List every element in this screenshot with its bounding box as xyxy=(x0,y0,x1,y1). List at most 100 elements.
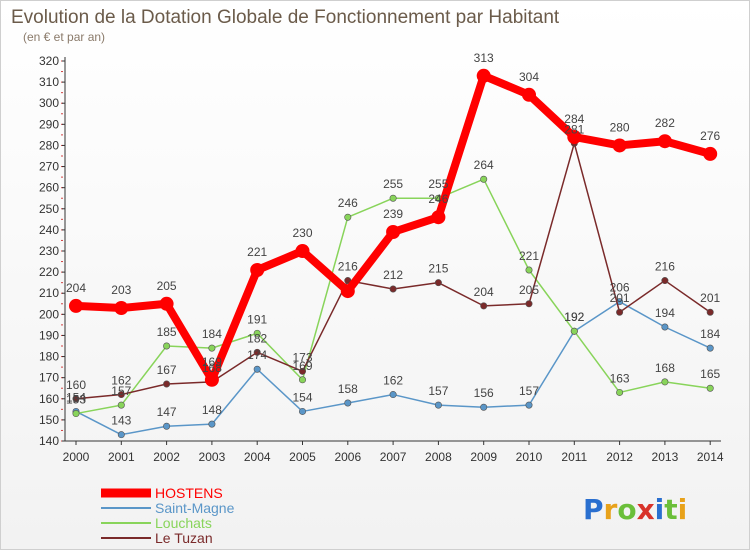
logo-letter: r xyxy=(604,493,618,526)
data-labels: 204 203 205 169 221 230 239 246 313 304 284 280 282 2… xyxy=(66,51,721,428)
data-label: 239 xyxy=(383,207,403,221)
y-tick-label: 160 xyxy=(39,392,59,406)
data-label: 163 xyxy=(610,371,630,385)
x-tick-label: 2000 xyxy=(63,450,90,464)
x-tick-label: 2014 xyxy=(697,450,724,464)
data-point xyxy=(706,344,714,352)
y-tick-label: 220 xyxy=(39,265,59,279)
data-point xyxy=(386,225,401,239)
data-label: 205 xyxy=(519,283,539,297)
data-label: 201 xyxy=(700,291,720,305)
data-point xyxy=(163,342,171,350)
data-label: 143 xyxy=(111,414,131,428)
data-label: 174 xyxy=(247,348,267,362)
y-tick-label: 150 xyxy=(39,413,59,427)
data-point xyxy=(208,344,216,352)
data-label: 264 xyxy=(474,158,494,172)
data-point xyxy=(522,87,536,102)
legend-label: Saint-Magne xyxy=(155,500,235,516)
data-point xyxy=(298,407,306,415)
series-layer: 204 203 205 169 221 230 239 246 313 304 284 280 282 2… xyxy=(66,51,721,439)
data-label: 246 xyxy=(428,192,448,206)
data-label: 157 xyxy=(428,384,448,398)
data-label: 169 xyxy=(202,355,222,369)
y-tick-label: 250 xyxy=(39,202,59,216)
data-label: 194 xyxy=(655,306,675,320)
data-point xyxy=(250,263,265,277)
data-point xyxy=(434,279,442,287)
data-label: 215 xyxy=(428,262,448,276)
data-label: 255 xyxy=(383,177,403,191)
data-label: 157 xyxy=(519,384,539,398)
y-tick-label: 320 xyxy=(39,54,59,68)
data-label: 157 xyxy=(111,384,131,398)
data-label: 158 xyxy=(338,382,358,396)
axes: 140 150 160 170 180 190 200 210 220 230 240 250 260 2… xyxy=(39,54,724,464)
data-point xyxy=(340,284,355,299)
data-label: 162 xyxy=(383,374,403,388)
y-tick-label: 290 xyxy=(39,117,59,131)
data-point xyxy=(159,296,174,311)
data-point xyxy=(298,367,306,375)
chart-title: Evolution de la Dotation Globale de Fonc… xyxy=(11,7,560,28)
data-label: 168 xyxy=(202,361,222,375)
data-point xyxy=(480,403,488,411)
data-label: 221 xyxy=(519,249,539,263)
data-label: 191 xyxy=(247,312,267,326)
data-point xyxy=(114,301,129,315)
data-label: 148 xyxy=(202,403,222,417)
data-label: 201 xyxy=(610,291,630,305)
y-tick-label: 270 xyxy=(39,160,59,174)
data-label: 284 xyxy=(564,112,584,126)
y-tick-label: 260 xyxy=(39,181,59,195)
y-tick-label: 300 xyxy=(39,96,59,110)
legend-label: Le Tuzan xyxy=(155,530,213,546)
data-label: 281 xyxy=(564,122,584,136)
data-point xyxy=(163,422,171,430)
logo-letter: i xyxy=(678,493,688,526)
logo-text: Proxiti xyxy=(583,493,687,526)
x-tick-label: 2009 xyxy=(470,450,497,464)
data-label: 204 xyxy=(66,281,86,295)
x-tick-label: 2001 xyxy=(108,450,135,464)
data-point xyxy=(661,378,669,386)
data-label: 192 xyxy=(564,310,584,324)
data-point xyxy=(117,391,125,399)
data-label: 230 xyxy=(292,226,312,240)
logo-letter: x xyxy=(637,493,655,526)
legend-item: Le Tuzan xyxy=(101,530,213,546)
data-point xyxy=(570,327,578,335)
data-label: 156 xyxy=(474,386,494,400)
data-point xyxy=(298,376,306,384)
y-tick-label: 210 xyxy=(39,286,59,300)
x-tick-label: 2005 xyxy=(289,450,316,464)
x-tick-label: 2007 xyxy=(380,450,407,464)
x-tick-label: 2008 xyxy=(425,450,452,464)
data-point xyxy=(72,410,80,418)
data-point xyxy=(525,401,533,409)
data-label: 313 xyxy=(474,51,494,65)
data-point xyxy=(706,384,714,392)
data-label: 206 xyxy=(610,281,630,295)
data-point xyxy=(661,277,669,285)
data-label: 282 xyxy=(655,116,675,130)
data-point xyxy=(389,285,397,293)
data-point xyxy=(253,365,261,373)
data-point xyxy=(389,391,397,399)
data-label: 154 xyxy=(292,390,312,404)
series-hostens xyxy=(69,68,718,387)
data-label: 184 xyxy=(700,327,720,341)
data-label: 204 xyxy=(474,285,494,299)
y-tick-label: 180 xyxy=(39,350,59,364)
data-label: 168 xyxy=(655,361,675,375)
data-point xyxy=(480,175,488,183)
data-point xyxy=(567,130,582,144)
data-label: 255 xyxy=(428,177,448,191)
data-point xyxy=(389,194,397,202)
data-point xyxy=(525,300,533,308)
data-label: 169 xyxy=(292,359,312,373)
data-label: 246 xyxy=(338,196,358,210)
data-point xyxy=(476,68,491,83)
data-point xyxy=(208,420,216,428)
